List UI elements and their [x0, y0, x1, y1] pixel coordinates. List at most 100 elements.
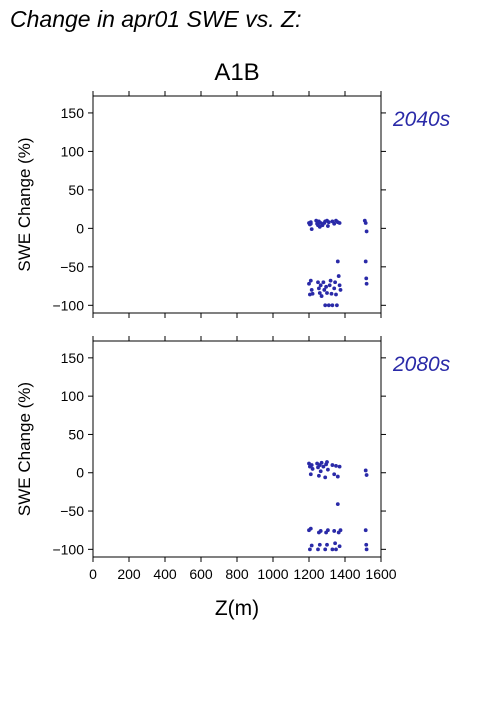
panel-1-data-point — [337, 221, 342, 225]
panel-1-data-point — [317, 291, 322, 295]
panel-2-data-point — [364, 547, 369, 552]
panel-1-data-point — [319, 294, 324, 298]
panel-1-data-point — [326, 303, 331, 308]
panel-2-data-point — [326, 467, 330, 472]
panel-2-data-point — [319, 460, 324, 465]
panel-1-data-point — [325, 291, 329, 295]
panel-2-data-point — [335, 502, 340, 507]
panel-2-xtick-label: 200 — [117, 566, 141, 582]
panel-2-ytick-label: −50 — [60, 503, 84, 519]
panel-1-data-point — [330, 303, 335, 308]
panel-1-data-point — [308, 278, 313, 283]
panel-1-data-point — [335, 303, 339, 308]
panel-1-data-point — [364, 229, 369, 234]
panel-2-data-point — [335, 474, 340, 479]
panel-1-data-point — [329, 291, 334, 296]
panel-2-data-point — [317, 473, 321, 478]
panel-1-data-point — [324, 284, 328, 289]
panel-1-data-point — [322, 288, 327, 292]
panel-1-data-point — [327, 283, 332, 288]
page-title: Change in apr01 SWE vs. Z: — [10, 6, 302, 32]
panel-2-data-point — [332, 472, 337, 477]
panel-1-ytick-label: 50 — [68, 182, 84, 198]
panel-1-data-point — [309, 227, 314, 232]
panel-2-data-point — [318, 529, 323, 533]
panel-2-era-label: 2080s — [392, 353, 451, 376]
panel-2-xtick-label: 1400 — [329, 566, 360, 582]
panel-2-ytick-label: 50 — [68, 426, 84, 442]
panel-2-data-point — [330, 463, 335, 467]
panel-2-data-point — [334, 547, 338, 552]
panel-1-data-point — [332, 221, 337, 226]
panel-1-data-point — [317, 286, 321, 291]
panel-1-data-point — [316, 280, 320, 285]
panel-2-data-point — [309, 463, 314, 467]
panel-2-data-point — [363, 528, 368, 533]
panel-2-data-point — [308, 547, 312, 552]
panel-2-data-point — [364, 542, 369, 547]
panel-1-ytick-label: 150 — [61, 105, 85, 121]
panel-2-data-point — [337, 464, 342, 469]
panel-1-data-point — [364, 276, 369, 281]
panel-2-ytick-label: −100 — [52, 541, 84, 557]
panel-2-data-point — [316, 547, 320, 552]
panel-2-xtick-label: 1600 — [365, 566, 396, 582]
panel-1-era-label: 2040s — [392, 108, 451, 131]
panel-1-ytick-label: 100 — [61, 143, 85, 159]
panel-2-data-point — [321, 464, 326, 469]
panel-2-data-point — [337, 544, 342, 549]
panel-2-ytick-label: 150 — [61, 350, 85, 366]
panel-1-frame — [92, 95, 382, 314]
panel-1-data-point — [326, 224, 330, 228]
panel-2-data-point — [363, 468, 368, 473]
panel-2-xtick-label: 0 — [89, 566, 97, 582]
panel-2-xtick-label: 400 — [153, 566, 177, 582]
panel-2-xtick-label: 600 — [189, 566, 213, 582]
panel-2-xtick-label: 800 — [225, 566, 249, 582]
panel-1-title: A1B — [214, 59, 259, 86]
panel-1-ytick-label: 0 — [76, 220, 84, 236]
panel-1-data-point — [310, 291, 315, 296]
panel-1-data-point — [364, 281, 369, 286]
panel-2-frame — [92, 340, 382, 558]
panel-1-data-point — [333, 280, 337, 285]
panel-2-data-point — [317, 542, 322, 547]
panel-2-ytick-label: 100 — [61, 388, 85, 404]
panel-2-data-point — [332, 529, 337, 533]
panel-2-data-point — [325, 542, 329, 547]
panel-2-data-point — [334, 463, 338, 468]
panel-1-data-point — [337, 283, 342, 288]
panel-1-data-point — [334, 292, 338, 297]
panel-1-data-point — [363, 221, 368, 225]
panel-2-data-point — [333, 541, 337, 546]
panel-1-data-point — [332, 286, 337, 291]
panel-2-xtick-label: 1000 — [257, 566, 288, 582]
panel-1-data-point — [328, 278, 333, 283]
panel-2-data-point — [338, 528, 343, 533]
panel-1-ytick-label: −100 — [52, 297, 84, 313]
panel-1-data-point — [326, 220, 331, 225]
panel-1-data-point — [318, 283, 323, 288]
panel-1-data-point — [323, 303, 328, 308]
panel-1-ytick-label: −50 — [60, 259, 84, 275]
panel-2-data-point — [323, 475, 328, 480]
panel-2-xtick-label: 1200 — [293, 566, 324, 582]
panel-1-data-point — [321, 280, 326, 285]
panel-1-data-point — [338, 288, 343, 292]
panel-2-data-point — [325, 460, 329, 464]
panel-1-data-point — [336, 274, 341, 278]
panel-2-data-point — [309, 543, 314, 548]
panel-2-y-axis-label: SWE Change (%) — [15, 382, 34, 516]
panel-1-data-point — [363, 259, 368, 264]
panel-2-data-point — [323, 547, 328, 552]
panel-2-data-point — [330, 547, 335, 552]
panel-2-data-point — [364, 473, 369, 477]
panel-1-data-point — [309, 288, 314, 292]
panel-2-x-axis-label: Z(m) — [215, 597, 259, 620]
panel-2-data-point — [308, 472, 313, 477]
panel-2-data-point — [326, 528, 330, 533]
panel-2-data-point — [308, 526, 313, 531]
panel-1-data-point — [307, 281, 311, 286]
panel-1-y-axis-label: SWE Change (%) — [15, 137, 34, 271]
